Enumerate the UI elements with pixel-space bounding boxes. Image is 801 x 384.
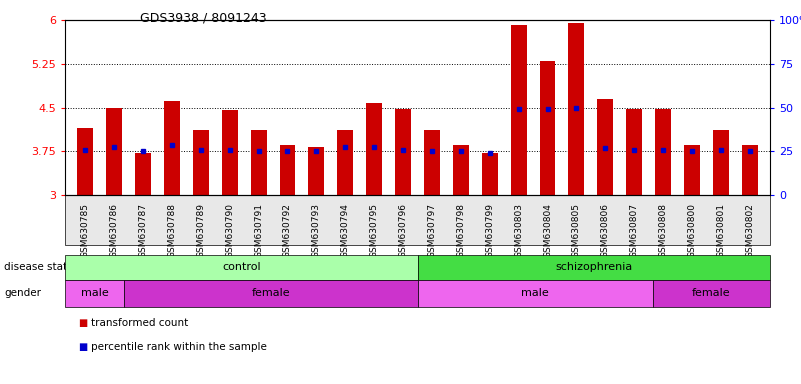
Bar [366,103,382,195]
Bar [511,25,526,195]
Bar [684,146,700,195]
Bar [222,111,238,195]
Bar [308,147,324,195]
Bar [251,130,267,195]
Text: male: male [80,288,108,298]
Bar [540,61,555,195]
Text: female: female [252,288,290,298]
Bar [280,146,296,195]
Text: male: male [521,288,549,298]
Text: percentile rank within the sample: percentile rank within the sample [91,342,267,352]
Bar [164,101,180,195]
Text: control: control [222,263,260,273]
Text: GDS3938 / 8091243: GDS3938 / 8091243 [140,12,267,25]
Text: ■: ■ [78,318,88,328]
Bar [598,99,614,195]
Text: female: female [692,288,731,298]
Bar [655,109,671,195]
Bar [107,108,122,195]
Bar [742,146,758,195]
Bar [193,130,209,195]
Text: disease state: disease state [4,263,74,273]
Bar [135,153,151,195]
Bar [713,130,729,195]
Bar [453,146,469,195]
Bar [337,130,353,195]
Text: ▶: ▶ [66,288,73,298]
Bar [569,23,585,195]
Text: ▶: ▶ [78,263,86,273]
Bar [481,153,497,195]
Text: ■: ■ [78,342,88,352]
Text: transformed count: transformed count [91,318,187,328]
Text: schizophrenia: schizophrenia [555,263,632,273]
Bar [424,130,440,195]
Text: gender: gender [4,288,41,298]
Bar [77,128,93,195]
Bar [395,109,411,195]
Bar [626,109,642,195]
